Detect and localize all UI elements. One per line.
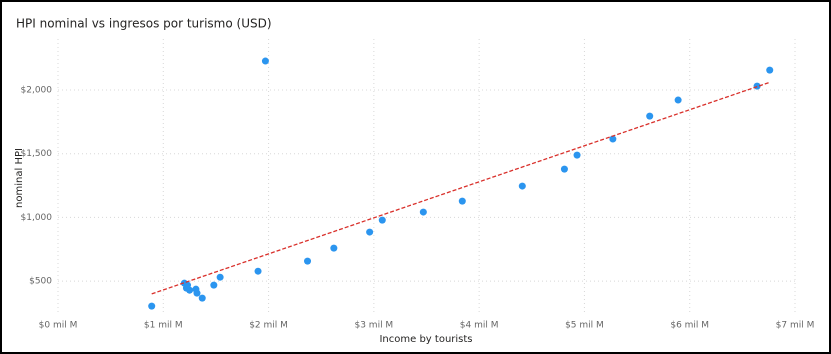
point <box>330 244 338 252</box>
trend-line <box>151 81 770 295</box>
point <box>261 57 269 65</box>
point <box>674 96 682 104</box>
point <box>216 273 224 281</box>
point <box>560 165 568 173</box>
x-tick-label: $5 mil M <box>565 321 604 331</box>
point <box>458 197 466 205</box>
y-tick-label: $1,000 <box>21 213 53 223</box>
x-tick-label: $1 mil M <box>144 321 183 331</box>
point <box>573 151 581 159</box>
y-tick-label: $2,000 <box>21 85 53 95</box>
point <box>304 257 312 265</box>
point <box>419 208 427 216</box>
point <box>210 281 218 289</box>
point <box>378 216 386 224</box>
x-tick-label: $7 mil M <box>776 321 815 331</box>
x-axis-label: Income by tourists <box>379 334 472 345</box>
point <box>766 66 774 74</box>
x-tick-label: $4 mil M <box>460 321 499 331</box>
point <box>609 135 617 143</box>
x-tick-label: $2 mil M <box>249 321 288 331</box>
point <box>366 228 374 236</box>
chart-title: HPI nominal vs ingresos por turismo (USD… <box>16 17 272 31</box>
point <box>254 267 262 275</box>
y-axis-label: nominal HPI <box>14 148 25 208</box>
point <box>198 294 206 302</box>
x-tick-label: $3 mil M <box>354 321 393 331</box>
x-tick-label: $6 mil M <box>670 321 709 331</box>
y-tick-label: $500 <box>29 277 52 287</box>
point <box>148 302 156 310</box>
point <box>646 112 654 120</box>
x-tick-label: $0 mil M <box>39 321 78 331</box>
point <box>518 182 526 190</box>
point <box>186 286 194 294</box>
y-tick-label: $1,500 <box>21 149 53 159</box>
point <box>193 289 201 297</box>
